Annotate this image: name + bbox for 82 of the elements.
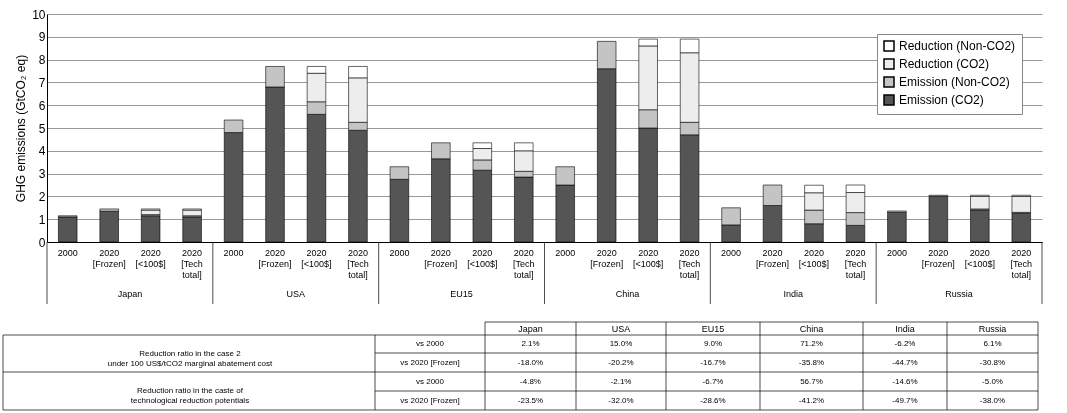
y-tick-label: 0: [38, 235, 46, 250]
y-tick-label: 2: [38, 189, 46, 204]
text: China: [799, 323, 824, 334]
text: -14.6%: [892, 376, 918, 386]
text: -20.2%: [608, 357, 634, 367]
y-tick-label: 5: [38, 121, 46, 136]
y-tick-label: 4: [38, 144, 46, 159]
y-tick-label: 6: [38, 98, 46, 113]
y-tick-label: 8: [38, 53, 46, 68]
y-tick-label: 3: [38, 167, 46, 182]
x-tick-label: 2020 [<100$]: [301, 247, 332, 269]
text: -28.6%: [700, 395, 726, 405]
x-tick-label: 2020 [Tech total]: [1010, 247, 1033, 280]
text: -32.0%: [608, 395, 634, 405]
text: India: [895, 323, 915, 334]
text: vs 2000: [415, 376, 445, 386]
text: Reduction ratio in the case 2 under 100 US$/tCO2 marginal abatement cost: [107, 348, 274, 368]
text: -44.7%: [892, 357, 918, 367]
text: -6.2%: [894, 339, 916, 348]
text: China: [615, 289, 640, 299]
text: -23.5%: [517, 395, 544, 405]
text: 71.2%: [800, 339, 823, 348]
text: Japan: [117, 289, 143, 299]
x-tick-label: 2020 [Tech total]: [347, 247, 369, 280]
x-tick-label: 2000: [721, 247, 742, 258]
x-tick-label: 2020 [Tech total]: [181, 247, 203, 280]
text: Russia: [978, 323, 1007, 334]
text: 56.7%: [800, 376, 823, 386]
text: Japan: [518, 323, 543, 334]
text: 6.1%: [983, 339, 1002, 348]
text: -16.7%: [700, 357, 726, 367]
x-tick-label: 2020 [Tech total]: [678, 247, 701, 280]
text: vs 2000: [415, 339, 445, 348]
legend-label: Reduction (CO2): [899, 57, 990, 71]
text: 15.0%: [609, 339, 633, 348]
text: -30.8%: [979, 357, 1006, 367]
x-tick-label: 2020 [Frozen]: [756, 247, 790, 269]
text: Russia: [945, 289, 973, 299]
x-tick-label: 2020 [<100$]: [135, 247, 166, 269]
legend-label: Emission (CO2): [899, 93, 984, 107]
x-tick-label: 2020 [Frozen]: [424, 247, 458, 269]
y-tick-label: 1: [38, 212, 46, 227]
y-tick-label: 9: [38, 30, 46, 45]
text: 9.0%: [703, 339, 723, 348]
x-tick-label: 2000: [57, 247, 78, 258]
text: -2.1%: [610, 376, 632, 386]
text: -18.0%: [517, 357, 544, 367]
text: India: [783, 289, 804, 299]
text: 2.1%: [521, 339, 540, 348]
x-tick-label: 2020 [Tech total]: [513, 247, 535, 280]
text: EU15: [450, 289, 473, 299]
x-tick-label: 2020 [Tech total]: [844, 247, 867, 280]
x-tick-label: 2020 [Frozen]: [590, 247, 624, 269]
x-tick-label: 2020 [<100$]: [798, 247, 830, 269]
y-axis-title: GHG emissions (GtCO₂ eq): [14, 54, 29, 203]
legend-label: Emission (Non-CO2): [899, 75, 1010, 89]
x-tick-label: 2000: [223, 247, 244, 258]
text: -35.8%: [798, 357, 825, 367]
text: EU15: [701, 323, 725, 334]
text: -6.7%: [702, 376, 724, 386]
x-tick-label: 2020 [<100$]: [467, 247, 498, 269]
x-tick-label: 2020 [Frozen]: [921, 247, 955, 269]
y-tick-label: 10: [32, 7, 46, 22]
text: -5.0%: [982, 376, 1003, 386]
text: vs 2020 [Frozen]: [400, 395, 460, 405]
x-tick-label: 2020 [<100$]: [633, 247, 664, 269]
x-tick-label: 2020 [<100$]: [964, 247, 995, 269]
x-tick-label: 2020 [Frozen]: [92, 247, 126, 269]
text: USA: [286, 289, 306, 299]
text: -38.0%: [979, 395, 1006, 405]
text: Reduction ratio in the caste of technological reduction potentials: [130, 386, 250, 405]
x-tick-label: 2000: [555, 247, 576, 258]
x-tick-label: 2000: [389, 247, 410, 258]
text: -49.7%: [892, 395, 918, 405]
text: vs 2020 [Frozen]: [400, 357, 460, 367]
y-tick-label: 7: [38, 75, 46, 90]
text: USA: [611, 323, 631, 334]
text: -41.2%: [798, 395, 825, 405]
legend-label: Reduction (Non-CO2): [899, 39, 1016, 53]
x-tick-label: 2000: [886, 247, 907, 258]
x-tick-label: 2020 [Frozen]: [258, 247, 292, 269]
text: -4.8%: [520, 376, 541, 386]
